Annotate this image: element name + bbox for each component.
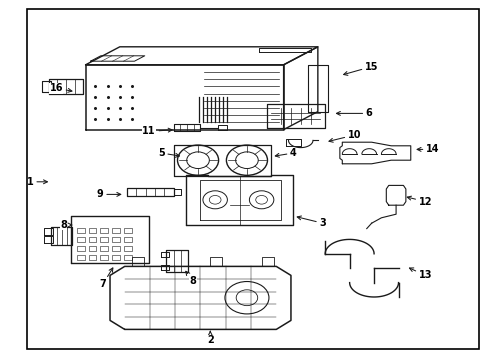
Text: 15: 15 xyxy=(343,62,378,75)
Bar xyxy=(77,255,84,260)
Text: 4: 4 xyxy=(275,148,296,158)
Bar xyxy=(88,255,96,260)
Bar xyxy=(77,228,84,233)
Bar xyxy=(123,228,131,233)
Bar xyxy=(100,228,108,233)
Bar xyxy=(100,255,108,260)
Text: 11: 11 xyxy=(142,126,172,136)
Text: 9: 9 xyxy=(97,189,121,199)
Bar xyxy=(112,246,120,251)
Bar xyxy=(112,228,120,233)
Bar xyxy=(77,246,84,251)
Bar xyxy=(123,255,131,260)
Bar xyxy=(88,237,96,242)
Text: 13: 13 xyxy=(408,268,431,280)
Text: 8: 8 xyxy=(185,271,196,286)
Text: 16: 16 xyxy=(49,83,72,93)
Bar xyxy=(123,246,131,251)
Bar xyxy=(112,255,120,260)
Bar xyxy=(88,228,96,233)
Text: 3: 3 xyxy=(297,216,325,228)
Text: 2: 2 xyxy=(206,332,213,345)
Bar xyxy=(123,237,131,242)
Text: 10: 10 xyxy=(328,130,361,142)
Text: 14: 14 xyxy=(416,144,439,154)
Text: 8: 8 xyxy=(60,220,72,230)
Bar xyxy=(77,237,84,242)
Text: 6: 6 xyxy=(336,108,372,118)
Bar xyxy=(88,246,96,251)
Text: 7: 7 xyxy=(99,268,113,289)
Text: 1: 1 xyxy=(27,177,47,187)
Text: 5: 5 xyxy=(158,148,179,158)
Bar xyxy=(112,237,120,242)
Text: 12: 12 xyxy=(407,196,431,207)
Bar xyxy=(100,246,108,251)
Bar xyxy=(100,237,108,242)
